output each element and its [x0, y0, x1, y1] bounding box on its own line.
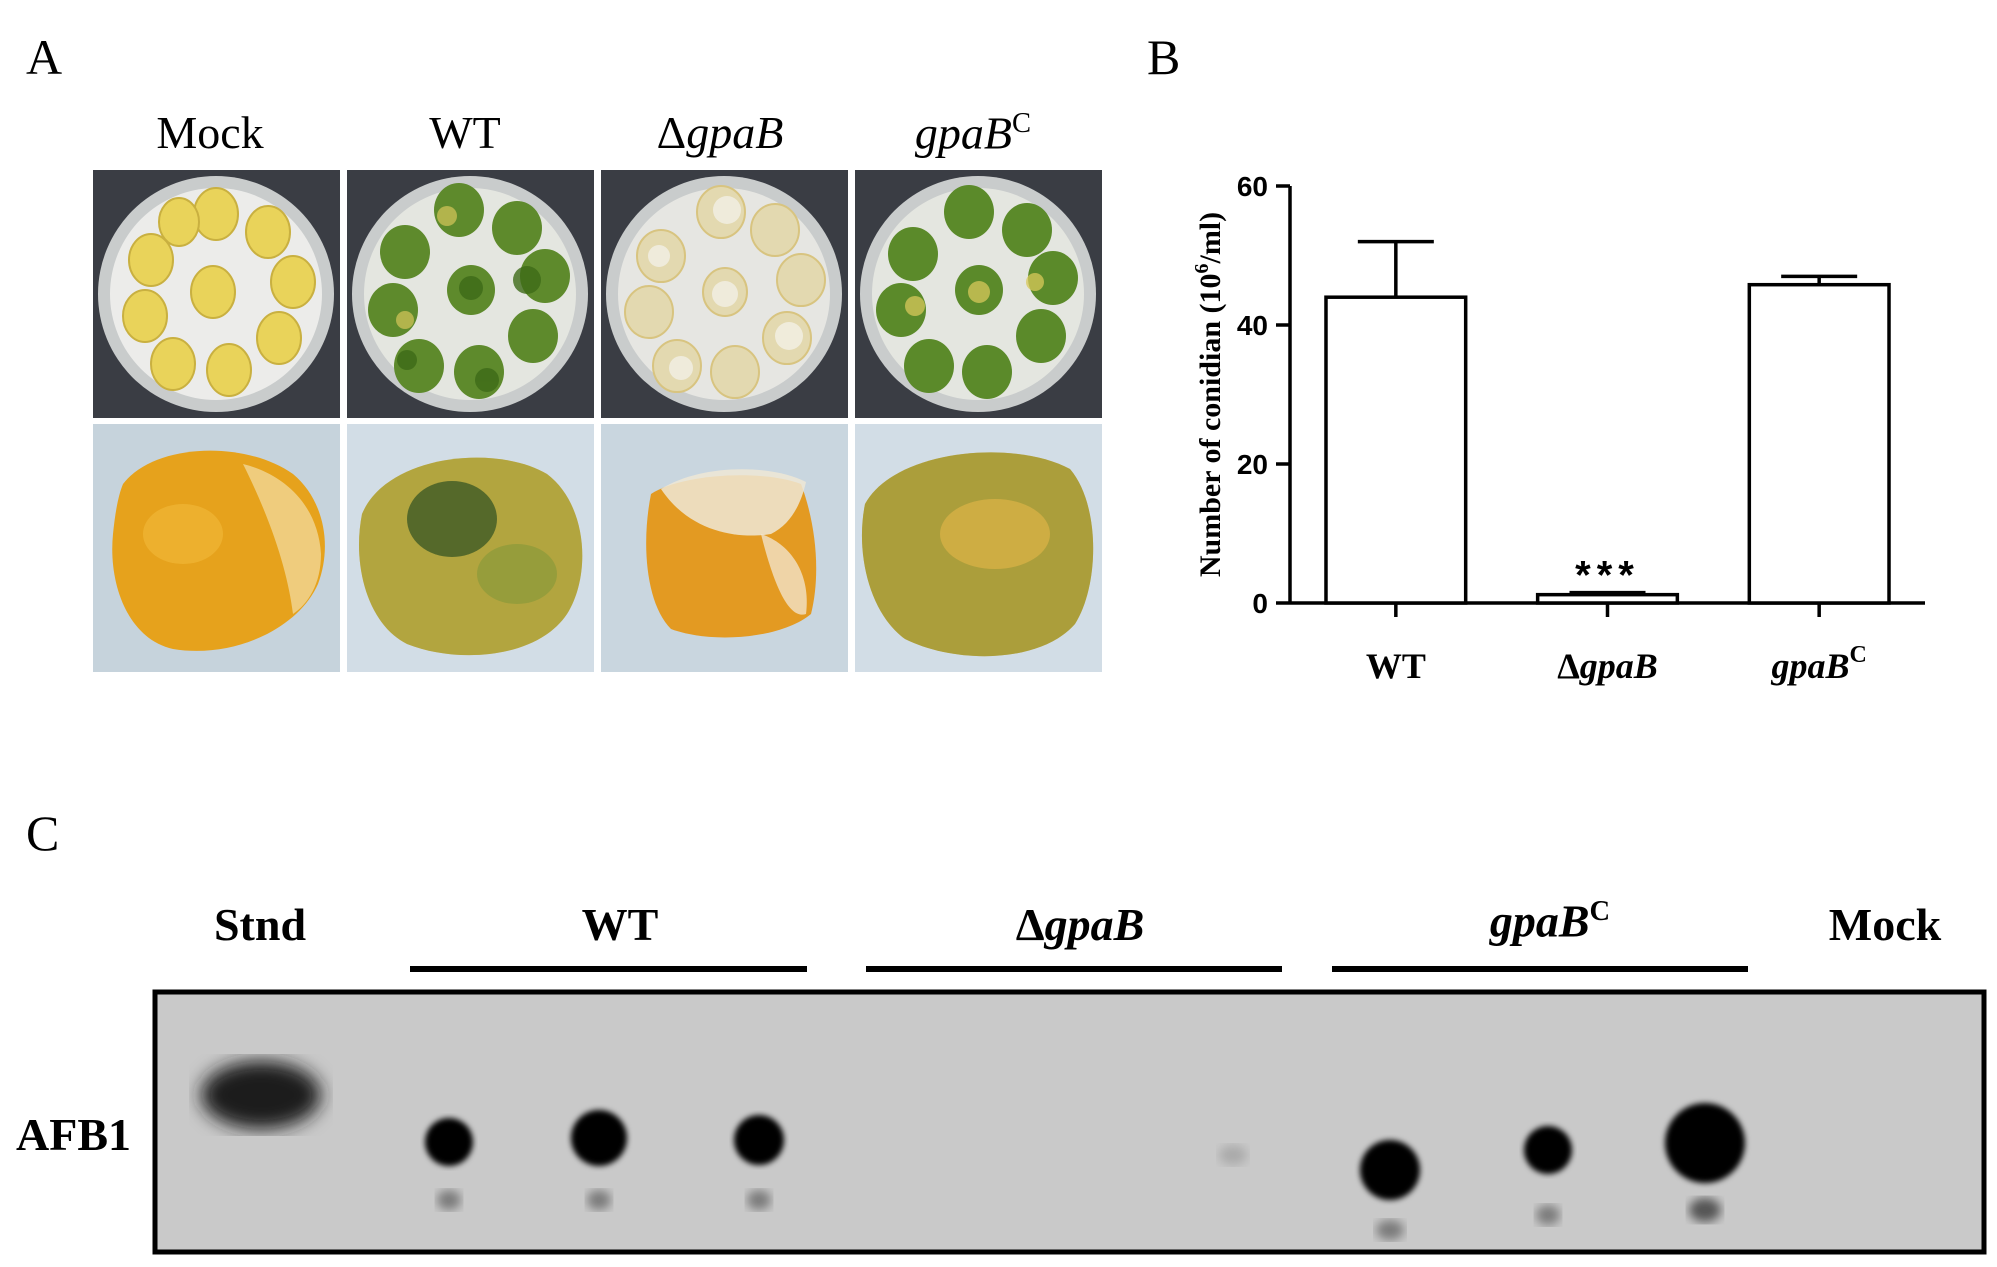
lane-bar-delta-gpab	[866, 966, 1282, 972]
kernel-gpab-complement	[855, 424, 1102, 672]
column-label-mock: Mock	[156, 107, 264, 158]
panel-letter-c: C	[26, 805, 60, 861]
y-tick-label: 0	[1252, 588, 1268, 619]
column-label-gpab-complement: gpaBC	[914, 107, 1032, 159]
spots-wt	[425, 1110, 784, 1210]
column-label-delta-gpab: ΔgpaB	[656, 107, 784, 158]
conidia-bar-chart: 0 20 40 60 Number of conidian (106/ml) WT Δgpa…	[1191, 171, 1925, 686]
lane-bar-gpab-complement	[1332, 966, 1748, 972]
tlc-plate	[152, 989, 1987, 1255]
spot-stnd	[201, 1061, 321, 1129]
kernel-wt	[347, 424, 594, 672]
x-tick-label: WT	[1366, 646, 1426, 686]
x-tick-label: ΔgpaB	[1557, 646, 1658, 686]
petri-dish-mock	[93, 170, 340, 418]
panel-letter-b: B	[1147, 29, 1181, 85]
spots-delta-gpab	[1219, 1145, 1247, 1165]
lane-label-delta-gpab: ΔgpaB	[1015, 899, 1145, 950]
lane-label-stnd: Stnd	[213, 899, 307, 950]
x-tick-label: gpaBC	[1770, 642, 1866, 686]
bar	[1324, 295, 1468, 605]
kernel-delta-gpab	[601, 424, 848, 672]
petri-dish-wt	[347, 170, 594, 418]
significance-annotation: ***	[1575, 554, 1640, 598]
row-label-afb1: AFB1	[16, 1109, 131, 1160]
lane-label-wt: WT	[581, 899, 659, 950]
petri-dish-gpab-complement	[855, 170, 1102, 418]
petri-dish-delta-gpab	[601, 170, 848, 418]
lane-bar-wt	[410, 966, 807, 972]
y-tick-label: 60	[1237, 171, 1268, 202]
y-axis-label: Number of conidian (106/ml)	[1191, 212, 1227, 577]
bar	[1747, 282, 1891, 605]
kernel-mock	[93, 424, 340, 672]
column-label-wt: WT	[429, 107, 501, 158]
panel-letter-a: A	[26, 29, 63, 85]
lane-label-gpab-complement: gpaBC	[1489, 895, 1611, 947]
lane-label-mock: Mock	[1828, 899, 1942, 950]
y-tick-label: 20	[1237, 449, 1268, 480]
spots-gpab-complement	[1360, 1103, 1745, 1240]
y-tick-label: 40	[1237, 310, 1268, 341]
